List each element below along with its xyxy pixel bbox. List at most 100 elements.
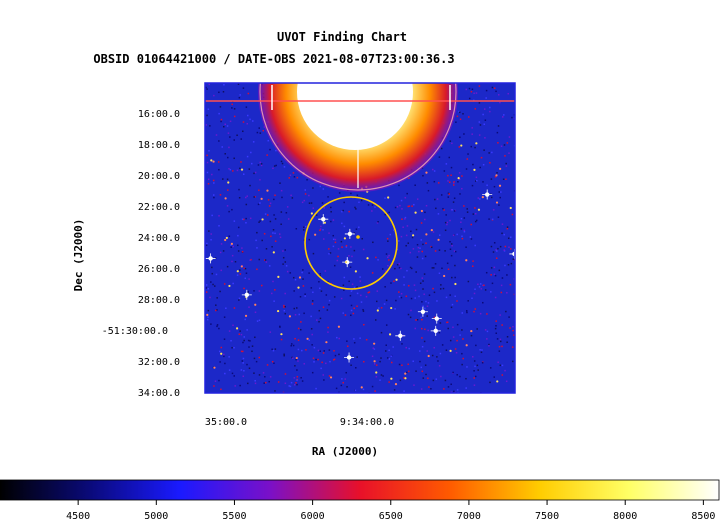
noise-pixel (310, 328, 313, 330)
noise-pixel (342, 284, 345, 286)
noise-pixel (433, 170, 436, 172)
noise-pixel (319, 350, 321, 352)
noise-pixel (461, 175, 463, 177)
noise-pixel (463, 205, 465, 207)
noise-pixel (480, 351, 483, 354)
noise-pixel (318, 320, 320, 323)
colorbar-ticks: 4500 5000 5500 6000 6500 7000 7500 8000 8500 (66, 500, 715, 521)
noise-pixel (424, 218, 426, 221)
star (354, 270, 357, 273)
noise-pixel (269, 331, 272, 333)
noise-pixel (413, 384, 415, 386)
noise-pixel (431, 354, 434, 357)
noise-pixel (233, 307, 236, 309)
noise-pixel (281, 196, 283, 199)
noise-pixel (438, 234, 441, 236)
noise-pixel (233, 375, 235, 377)
star (373, 360, 376, 363)
noise-pixel (504, 369, 506, 372)
noise-pixel (482, 301, 484, 304)
noise-pixel (492, 209, 495, 211)
noise-pixel (319, 273, 321, 275)
noise-pixel (205, 284, 208, 286)
noise-pixel (344, 378, 347, 380)
noise-pixel (226, 205, 229, 207)
noise-pixel (348, 280, 350, 283)
noise-pixel (376, 300, 378, 303)
noise-pixel (394, 267, 396, 270)
noise-pixel (274, 194, 276, 197)
noise-pixel (497, 361, 499, 363)
noise-pixel (415, 370, 417, 372)
noise-pixel (398, 291, 400, 293)
noise-pixel (468, 87, 471, 90)
noise-pixel (301, 349, 303, 352)
noise-pixel (420, 222, 423, 224)
noise-pixel (416, 318, 419, 321)
noise-pixel (371, 385, 374, 388)
noise-pixel (206, 171, 209, 174)
noise-pixel (319, 228, 322, 230)
noise-pixel (253, 290, 255, 292)
noise-pixel (210, 281, 212, 283)
y-tick-label: 22:00.0 (138, 202, 180, 213)
noise-pixel (242, 218, 245, 221)
noise-pixel (264, 213, 267, 215)
noise-pixel (490, 178, 493, 180)
noise-pixel (343, 201, 345, 204)
noise-pixel (258, 189, 260, 192)
noise-pixel (450, 306, 453, 309)
noise-pixel (247, 382, 249, 385)
star (394, 382, 398, 386)
noise-pixel (362, 248, 365, 251)
noise-pixel (296, 369, 298, 371)
noise-pixel (208, 150, 210, 152)
noise-pixel (282, 256, 285, 259)
noise-pixel (419, 350, 421, 352)
noise-pixel (501, 345, 503, 348)
noise-pixel (348, 210, 350, 213)
noise-pixel (297, 339, 300, 341)
noise-pixel (501, 324, 503, 326)
noise-pixel (209, 296, 211, 299)
noise-pixel (293, 176, 296, 178)
noise-pixel (322, 229, 324, 231)
noise-pixel (389, 233, 392, 236)
noise-pixel (452, 184, 455, 186)
noise-pixel (333, 358, 336, 361)
noise-pixel (224, 362, 226, 365)
noise-pixel (311, 303, 314, 305)
noise-pixel (232, 170, 234, 172)
noise-pixel (367, 291, 370, 294)
noise-pixel (248, 346, 250, 348)
noise-pixel (433, 316, 436, 319)
noise-pixel (350, 192, 352, 195)
noise-pixel (294, 337, 296, 340)
noise-pixel (328, 248, 330, 250)
noise-pixel (458, 111, 461, 114)
noise-pixel (220, 243, 223, 245)
noise-pixel (373, 348, 376, 350)
noise-pixel (244, 318, 246, 321)
noise-pixel (408, 177, 410, 179)
noise-pixel (449, 140, 452, 142)
noise-pixel (220, 346, 223, 349)
noise-pixel (313, 361, 315, 363)
noise-pixel (269, 148, 271, 151)
noise-pixel (407, 370, 410, 373)
noise-pixel (254, 336, 256, 339)
noise-pixel (207, 309, 210, 312)
noise-pixel (240, 333, 243, 336)
noise-pixel (493, 266, 496, 269)
noise-pixel (410, 309, 412, 312)
star (295, 356, 298, 360)
star (236, 270, 239, 273)
noise-pixel (352, 312, 355, 315)
noise-pixel (233, 139, 235, 141)
noise-pixel (390, 355, 393, 357)
noise-pixel (401, 208, 403, 210)
noise-pixel (274, 218, 277, 220)
star (230, 242, 234, 245)
noise-pixel (435, 207, 437, 210)
star (404, 377, 407, 380)
